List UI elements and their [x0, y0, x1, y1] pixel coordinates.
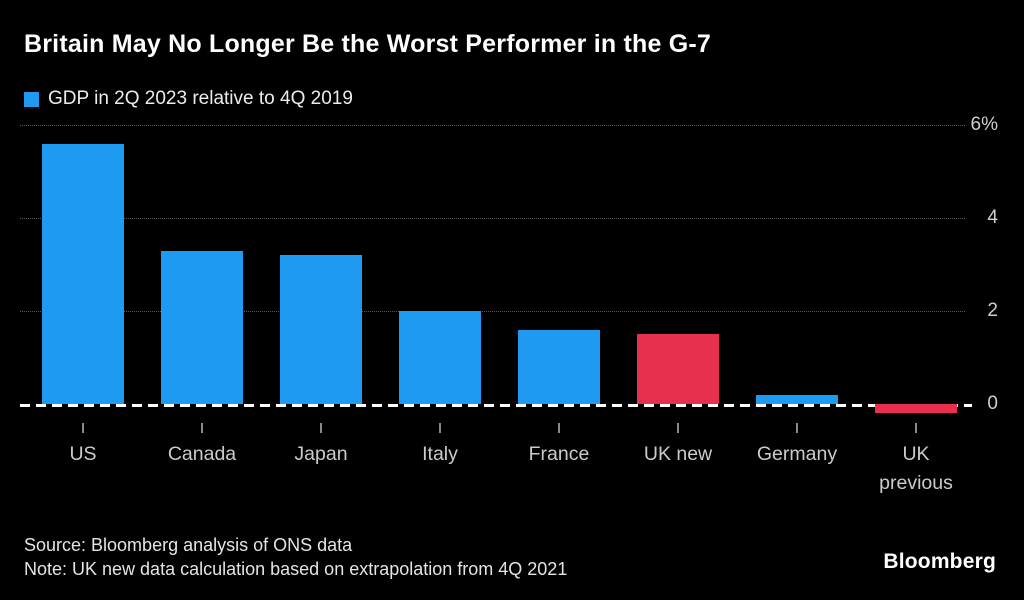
bar-japan [280, 255, 362, 404]
bar-us [42, 143, 124, 404]
bar-france [518, 329, 600, 404]
x-tick-label: France [528, 443, 590, 465]
bar-italy [399, 311, 481, 404]
chart-title: Britain May No Longer Be the Worst Perfo… [24, 30, 712, 58]
x-tick-label: Canada [167, 443, 237, 465]
source-text: Source: Bloomberg analysis of ONS data [24, 535, 353, 555]
x-tick-label: UK previous [879, 443, 953, 494]
x-tick-label: US [69, 443, 97, 465]
x-axis-tick [677, 423, 679, 433]
legend-swatch-icon [24, 91, 39, 107]
note-text: Note: UK new data calculation based on e… [24, 559, 568, 579]
gridline [20, 218, 965, 219]
bar-canada [161, 250, 243, 404]
bar-uk-new [637, 334, 719, 404]
x-tick-label: Italy [422, 443, 458, 465]
plot-area [20, 104, 972, 434]
zero-axis-line [20, 404, 972, 407]
x-axis-tick [558, 423, 560, 433]
footer: Source: Bloomberg analysis of ONS data N… [24, 533, 567, 581]
gridline [20, 311, 965, 312]
bloomberg-logo: Bloomberg [883, 550, 996, 573]
x-axis-labels: US Canada Japan Italy France UK new Germany UK … [20, 440, 1010, 510]
x-tick-label: Japan [294, 443, 348, 465]
x-axis-tick [320, 423, 322, 433]
x-tick-label: UK new [643, 443, 713, 465]
x-tick-label: Germany [756, 443, 838, 465]
x-axis-tick [796, 423, 798, 433]
x-axis-tick [439, 423, 441, 433]
gridline [20, 125, 965, 126]
legend-label: GDP in 2Q 2023 relative to 4Q 2019 [48, 88, 353, 109]
bar-uk-previous [875, 404, 957, 414]
x-axis-tick [201, 423, 203, 433]
x-axis-tick [915, 423, 917, 433]
x-axis-tick [82, 423, 84, 433]
legend: GDP in 2Q 2023 relative to 4Q 2019 [24, 88, 353, 110]
bar-germany [756, 394, 838, 404]
